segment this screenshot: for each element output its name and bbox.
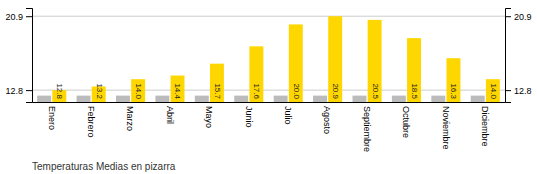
tick-label: Mayo: [204, 106, 214, 128]
tick: Julio: [283, 106, 293, 125]
tick: 12.8: [505, 86, 532, 96]
series: [52, 16, 500, 102]
tick-mark: [26, 16, 32, 17]
axis-line: [33, 102, 506, 103]
data-label: 20.0: [292, 83, 301, 99]
data-label: 16.3: [449, 83, 458, 99]
tick-mark: [26, 90, 32, 91]
bar: [37, 96, 51, 102]
data-label: 20.9: [331, 83, 340, 99]
tick-mark: [505, 16, 511, 17]
tick: Marzo: [125, 106, 135, 131]
tick-label: Octubre: [401, 106, 411, 138]
bar: [116, 96, 130, 102]
tick-label: Junio: [244, 106, 254, 128]
bar: [77, 96, 91, 102]
bar: [234, 96, 248, 102]
axis-line: [26, 9, 33, 103]
title: Temperaturas Medias en pizarra: [32, 161, 176, 172]
bar: [446, 58, 460, 102]
tick: Febrero: [86, 106, 96, 138]
axis-line: [506, 9, 512, 103]
bar: [131, 79, 145, 102]
bar: [289, 24, 303, 102]
tick-label: 20.9: [514, 12, 532, 22]
bar: [328, 16, 342, 102]
bar: [155, 96, 169, 102]
bar: [431, 96, 445, 102]
tick: Enero: [47, 106, 57, 130]
grid-line: [32, 16, 505, 17]
tick-label: Noviembre: [441, 106, 451, 150]
y-axis-right: 12.8 20.9: [505, 9, 532, 103]
tick-label: 12.8: [5, 86, 23, 96]
tick: 12.8: [5, 86, 32, 96]
tick: Junio: [244, 106, 254, 128]
bar: [210, 64, 224, 102]
tick-label: Julio: [283, 106, 293, 125]
bar: [368, 20, 382, 102]
data-label: 17.6: [252, 83, 261, 99]
tick-label: 12.8: [514, 86, 532, 96]
tick: Agosto: [322, 106, 332, 134]
tick: Noviembre: [441, 106, 451, 150]
tick-label: Abril: [165, 106, 175, 124]
data-label: 15.7: [213, 83, 222, 99]
data-label: 14.4: [173, 83, 182, 99]
tick-label: Febrero: [86, 106, 96, 138]
chart: 12.8 13.2 14.0 14.4 15.7 17.6 20.0 20.9 20.5 18.5…: [0, 0, 537, 174]
tick: Diciembre: [480, 106, 490, 147]
bar: [407, 38, 421, 102]
y-axis: 12.8 20.9: [5, 9, 32, 103]
tick-label: 20.9: [5, 12, 23, 22]
x-axis: Enero Febrero Marzo Abril Mayo Junio Julio Agos…: [33, 103, 506, 153]
bar: [171, 76, 185, 102]
bars: [37, 16, 500, 102]
data-label: 18.5: [410, 83, 419, 99]
tick-label: Marzo: [125, 106, 135, 131]
bar: [486, 79, 500, 102]
tick: 20.9: [5, 12, 32, 22]
tick: Octubre: [401, 106, 411, 138]
data-label: 14.0: [134, 83, 143, 99]
data-label: 14.0: [489, 83, 498, 99]
bar: [352, 96, 366, 102]
bar: [471, 96, 485, 102]
tick-label: Septiembre: [362, 106, 372, 152]
tick-label: Enero: [47, 106, 57, 130]
tick-label: Diciembre: [480, 106, 490, 147]
tick-mark: [505, 90, 511, 91]
bar: [392, 96, 406, 102]
bar: [274, 96, 288, 102]
data-label: 12.8: [55, 83, 64, 99]
data-label: 13.2: [95, 83, 104, 99]
bar: [313, 96, 327, 102]
tick-label: Agosto: [322, 106, 332, 134]
data-labels: 12.8 13.2 14.0 14.4 15.7 17.6 20.0 20.9 20.5 18.5…: [55, 83, 498, 99]
tick: 20.9: [505, 12, 532, 22]
tick: Mayo: [204, 106, 214, 128]
data-label: 20.5: [371, 83, 380, 99]
tick: Septiembre: [362, 106, 372, 152]
grid: [32, 16, 505, 90]
bar: [195, 96, 209, 102]
bar: [249, 46, 263, 102]
plot: 12.8 13.2 14.0 14.4 15.7 17.6 20.0 20.9 20.5 18.5…: [5, 9, 531, 153]
tick: Abril: [165, 106, 175, 124]
